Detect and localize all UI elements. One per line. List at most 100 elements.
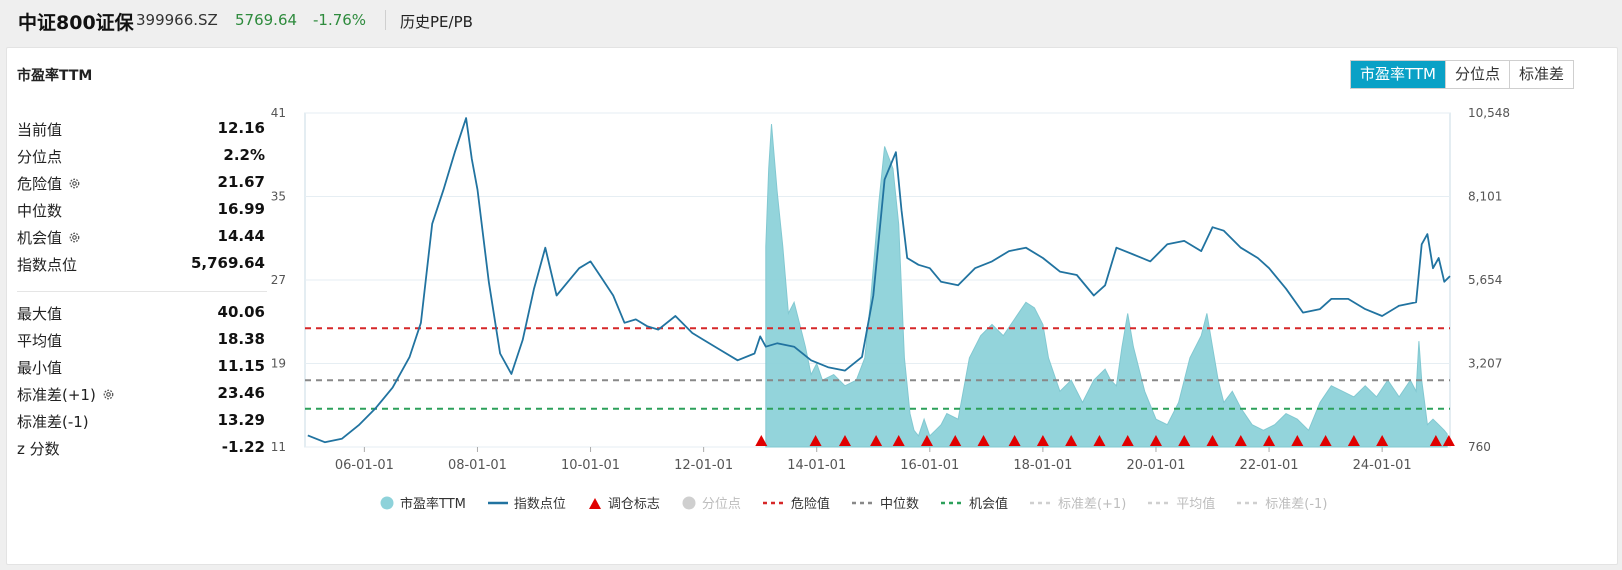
rebalance-marker xyxy=(755,435,768,446)
stat-label: 分位点 xyxy=(17,146,62,167)
rebalance-marker xyxy=(1149,435,1162,446)
legend-item[interactable]: 标准差(-1) xyxy=(1237,493,1327,512)
rebalance-marker xyxy=(1429,435,1442,446)
legend-item[interactable]: 指数点位 xyxy=(487,493,566,512)
rebalance-marker xyxy=(838,435,851,446)
stat-row: 标准差(+1) 23.46 xyxy=(17,381,267,408)
rebalance-marker xyxy=(809,435,822,446)
legend-label: 平均值 xyxy=(1176,497,1216,512)
legend-label: 机会值 xyxy=(968,497,1008,512)
y-right-tick: 10,548 xyxy=(1468,106,1510,120)
rebalance-marker xyxy=(1347,435,1360,446)
rebalance-marker xyxy=(1442,435,1455,446)
stat-label: 平均值 xyxy=(17,330,62,351)
stat-row: 平均值 18.38 xyxy=(17,327,267,354)
stat-value: -1.22 xyxy=(221,438,265,456)
stat-row: z 分数 -1.22 xyxy=(17,435,267,462)
legend-item[interactable]: 分位点 xyxy=(682,493,741,512)
stats-group-current: 当前值 12.16 分位点 2.2% 危险值 21.67 中位数 16.99 机会值 14.44 指… xyxy=(17,116,267,278)
stat-row: 最小值 11.15 xyxy=(17,354,267,381)
tab-pe-ttm[interactable]: 市盈率TTM xyxy=(1351,61,1446,88)
rebalance-marker xyxy=(1121,435,1134,446)
tab-std-dev[interactable]: 标准差 xyxy=(1509,61,1574,88)
legend-label: 调仓标志 xyxy=(607,497,660,512)
x-tick-label: 20-01-01 xyxy=(1126,458,1185,473)
y-left-tick: 11 xyxy=(271,440,286,454)
legend-item[interactable]: 调仓标志 xyxy=(588,493,660,512)
stat-label: 当前值 xyxy=(17,119,62,140)
stat-label-text: 中位数 xyxy=(17,202,63,220)
x-tick-label: 14-01-01 xyxy=(787,458,846,473)
stat-label: 标准差(+1) xyxy=(17,384,115,405)
legend-label: 指数点位 xyxy=(513,497,566,512)
x-tick-label: 24-01-01 xyxy=(1353,458,1412,473)
gear-icon[interactable] xyxy=(68,230,81,243)
stat-label-text: 危险值 xyxy=(17,175,63,193)
legend-item[interactable]: 机会值 xyxy=(940,493,1008,512)
legend-item[interactable]: 标准差(+1) xyxy=(1029,493,1126,512)
stat-label: 指数点位 xyxy=(17,254,77,275)
history-pe-pb-link[interactable]: 历史PE/PB xyxy=(400,13,473,31)
stat-label-text: 分位点 xyxy=(17,148,63,166)
legend-item[interactable]: 中位数 xyxy=(851,493,919,512)
stat-value: 14.44 xyxy=(217,227,265,245)
rebalance-marker xyxy=(1263,435,1276,446)
stat-label-text: 当前值 xyxy=(17,121,63,139)
stat-label-text: 标准差(-1) xyxy=(17,413,89,431)
y-right-tick: 760 xyxy=(1468,440,1491,454)
legend-label: 分位点 xyxy=(701,497,741,512)
stat-value: 16.99 xyxy=(217,200,265,218)
gear-icon[interactable] xyxy=(68,176,81,189)
rebalance-marker xyxy=(1376,435,1389,446)
rebalance-marker xyxy=(920,435,933,446)
stat-row: 中位数 16.99 xyxy=(17,197,267,224)
stat-value: 12.16 xyxy=(217,119,265,137)
legend-swatch-icon xyxy=(1148,496,1176,510)
legend-label: 危险值 xyxy=(790,497,830,512)
rebalance-marker xyxy=(977,435,990,446)
index-code: 399966.SZ xyxy=(136,11,218,29)
index-line xyxy=(307,117,1451,444)
legend-item[interactable]: 危险值 xyxy=(762,493,830,512)
tab-percentile[interactable]: 分位点 xyxy=(1445,61,1510,88)
rebalance-marker xyxy=(1008,435,1021,446)
stat-label: 危险值 xyxy=(17,173,81,194)
stat-label-text: z 分数 xyxy=(17,440,60,458)
gear-icon[interactable] xyxy=(102,387,115,400)
stat-value: 13.29 xyxy=(217,411,265,429)
rebalance-marker xyxy=(1206,435,1219,446)
stat-value: 18.38 xyxy=(217,330,265,348)
legend-item[interactable]: 平均值 xyxy=(1148,493,1215,512)
stat-label: 中位数 xyxy=(17,200,62,221)
x-tick-label: 16-01-01 xyxy=(900,458,959,473)
stat-value: 11.15 xyxy=(217,357,265,375)
index-name: 中证800证保 xyxy=(18,12,134,34)
rebalance-marker xyxy=(870,435,883,446)
legend-item[interactable]: 市盈率TTM xyxy=(380,493,466,512)
stat-row: 标准差(-1) 13.29 xyxy=(17,408,267,435)
legend-swatch-icon xyxy=(851,496,880,510)
stat-row: 最大值 40.06 xyxy=(17,300,267,327)
legend-label: 中位数 xyxy=(879,497,919,512)
stat-label-text: 最小值 xyxy=(17,359,63,377)
y-left-tick: 35 xyxy=(271,190,286,204)
legend-label: 市盈率TTM xyxy=(400,497,466,512)
stat-label-text: 平均值 xyxy=(17,332,63,350)
pe-ttm-area xyxy=(765,124,1448,448)
legend-swatch-icon xyxy=(380,496,400,510)
rebalance-marker xyxy=(1093,435,1106,446)
y-right-tick: 3,207 xyxy=(1468,357,1502,371)
stat-value: 21.67 xyxy=(217,173,265,191)
rebalance-marker xyxy=(1065,435,1078,446)
stat-value: 23.46 xyxy=(217,384,265,402)
stat-label-text: 标准差(+1) xyxy=(17,386,96,404)
rebalance-marker xyxy=(1291,435,1304,446)
stat-value: 2.2% xyxy=(223,146,265,164)
stat-label: 最小值 xyxy=(17,357,62,378)
legend-swatch-icon xyxy=(762,496,791,510)
legend-swatch-icon xyxy=(588,496,608,510)
legend-label: 标准差(-1) xyxy=(1265,497,1328,512)
legend-swatch-icon xyxy=(1237,496,1265,510)
stat-row: 危险值 21.67 xyxy=(17,170,267,197)
